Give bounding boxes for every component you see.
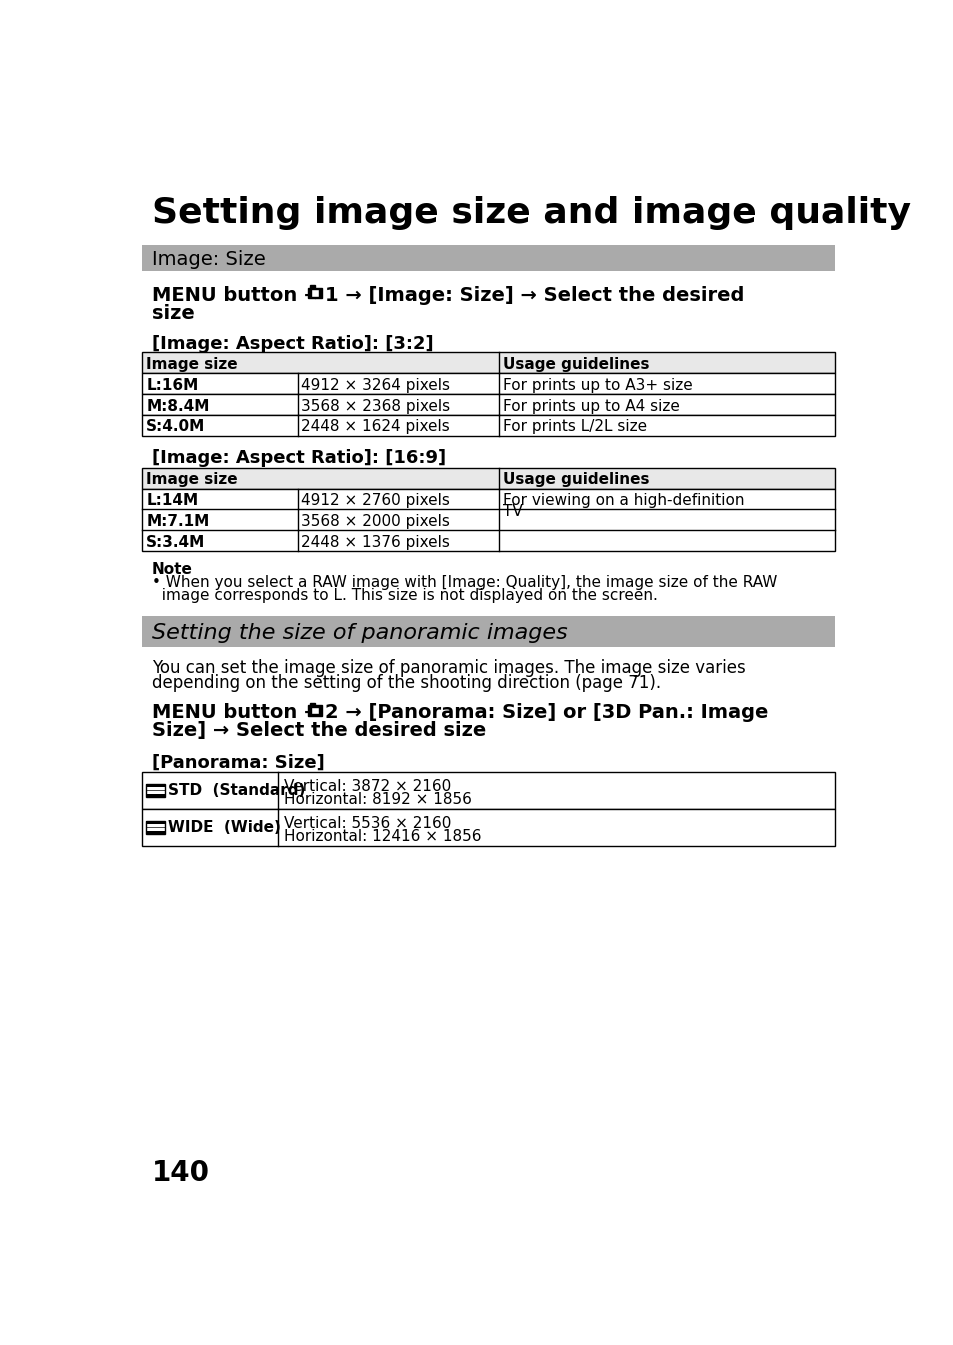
Bar xyxy=(142,488,835,551)
Text: image corresponds to L. This size is not displayed on the screen.: image corresponds to L. This size is not… xyxy=(152,588,657,603)
Bar xyxy=(142,352,835,373)
Text: 3568 × 2368 pixels: 3568 × 2368 pixels xyxy=(301,398,450,413)
Text: 2 → [Panorama: Size] or [3D Pan.: Image: 2 → [Panorama: Size] or [3D Pan.: Image xyxy=(325,703,768,722)
Bar xyxy=(142,373,835,394)
Text: MENU button →: MENU button → xyxy=(152,703,327,722)
Text: 2448 × 1624 pixels: 2448 × 1624 pixels xyxy=(301,420,450,434)
Text: Note: Note xyxy=(152,562,193,577)
Bar xyxy=(310,702,314,706)
Text: MENU button →: MENU button → xyxy=(152,286,327,305)
Text: [Image: Aspect Ratio]: [3:2]: [Image: Aspect Ratio]: [3:2] xyxy=(152,335,433,352)
Text: [Image: Aspect Ratio]: [16:9]: [Image: Aspect Ratio]: [16:9] xyxy=(152,449,445,467)
Text: For prints up to A3+ size: For prints up to A3+ size xyxy=(502,378,692,393)
Bar xyxy=(142,468,835,488)
Bar xyxy=(142,414,835,436)
Text: 140: 140 xyxy=(152,1158,210,1186)
Text: Image size: Image size xyxy=(146,472,237,487)
Text: Setting the size of panoramic images: Setting the size of panoramic images xyxy=(152,623,567,643)
Text: size: size xyxy=(152,304,194,323)
Text: Setting image size and image quality: Setting image size and image quality xyxy=(152,196,910,230)
Text: 2448 × 1376 pixels: 2448 × 1376 pixels xyxy=(301,535,450,550)
Bar xyxy=(146,784,165,796)
Text: Vertical: 5536 × 2160: Vertical: 5536 × 2160 xyxy=(284,816,451,831)
Text: [Panorama: Size]: [Panorama: Size] xyxy=(152,753,324,772)
Text: 4912 × 3264 pixels: 4912 × 3264 pixels xyxy=(301,378,450,393)
Text: Usage guidelines: Usage guidelines xyxy=(502,356,649,373)
Text: L:16M: L:16M xyxy=(146,378,198,393)
Bar xyxy=(142,808,835,846)
Text: WIDE  (Wide): WIDE (Wide) xyxy=(168,819,280,835)
Bar xyxy=(311,706,319,714)
Text: 4912 × 2760 pixels: 4912 × 2760 pixels xyxy=(301,494,450,508)
Text: depending on the setting of the shooting direction (page 71).: depending on the setting of the shooting… xyxy=(152,674,660,693)
Text: L:14M: L:14M xyxy=(146,494,198,508)
Text: TV: TV xyxy=(502,504,522,519)
Text: Image size: Image size xyxy=(146,356,237,373)
Bar xyxy=(146,822,165,834)
Bar xyxy=(311,289,319,297)
Bar xyxy=(146,831,165,834)
Bar xyxy=(142,394,835,414)
Bar xyxy=(146,822,165,823)
Text: Vertical: 3872 × 2160: Vertical: 3872 × 2160 xyxy=(284,779,451,794)
Text: Size] → Select the desired size: Size] → Select the desired size xyxy=(152,721,485,740)
Text: You can set the image size of panoramic images. The image size varies: You can set the image size of panoramic … xyxy=(152,659,744,677)
Text: Image: Size: Image: Size xyxy=(152,250,265,269)
Text: For prints up to A4 size: For prints up to A4 size xyxy=(502,398,679,413)
Bar xyxy=(142,616,835,647)
Bar xyxy=(146,784,165,787)
Text: For prints L/2L size: For prints L/2L size xyxy=(502,420,646,434)
Text: Horizontal: 8192 × 1856: Horizontal: 8192 × 1856 xyxy=(284,792,472,807)
Text: 1 → [Image: Size] → Select the desired: 1 → [Image: Size] → Select the desired xyxy=(325,286,744,305)
Text: 3568 × 2000 pixels: 3568 × 2000 pixels xyxy=(301,514,450,529)
Bar xyxy=(308,288,322,299)
Bar xyxy=(310,285,314,288)
Bar xyxy=(142,772,835,808)
Text: STD  (Standard): STD (Standard) xyxy=(168,783,305,798)
Bar xyxy=(146,795,165,796)
Text: Horizontal: 12416 × 1856: Horizontal: 12416 × 1856 xyxy=(284,829,481,845)
Bar xyxy=(308,705,322,716)
Text: S:3.4M: S:3.4M xyxy=(146,535,206,550)
Text: M:8.4M: M:8.4M xyxy=(146,398,210,413)
Text: For viewing on a high-definition: For viewing on a high-definition xyxy=(502,492,743,507)
Text: M:7.1M: M:7.1M xyxy=(146,514,210,529)
Bar xyxy=(142,245,835,270)
Text: • When you select a RAW image with [Image: Quality], the image size of the RAW: • When you select a RAW image with [Imag… xyxy=(152,574,777,590)
Text: Usage guidelines: Usage guidelines xyxy=(502,472,649,487)
Text: S:4.0M: S:4.0M xyxy=(146,420,206,434)
